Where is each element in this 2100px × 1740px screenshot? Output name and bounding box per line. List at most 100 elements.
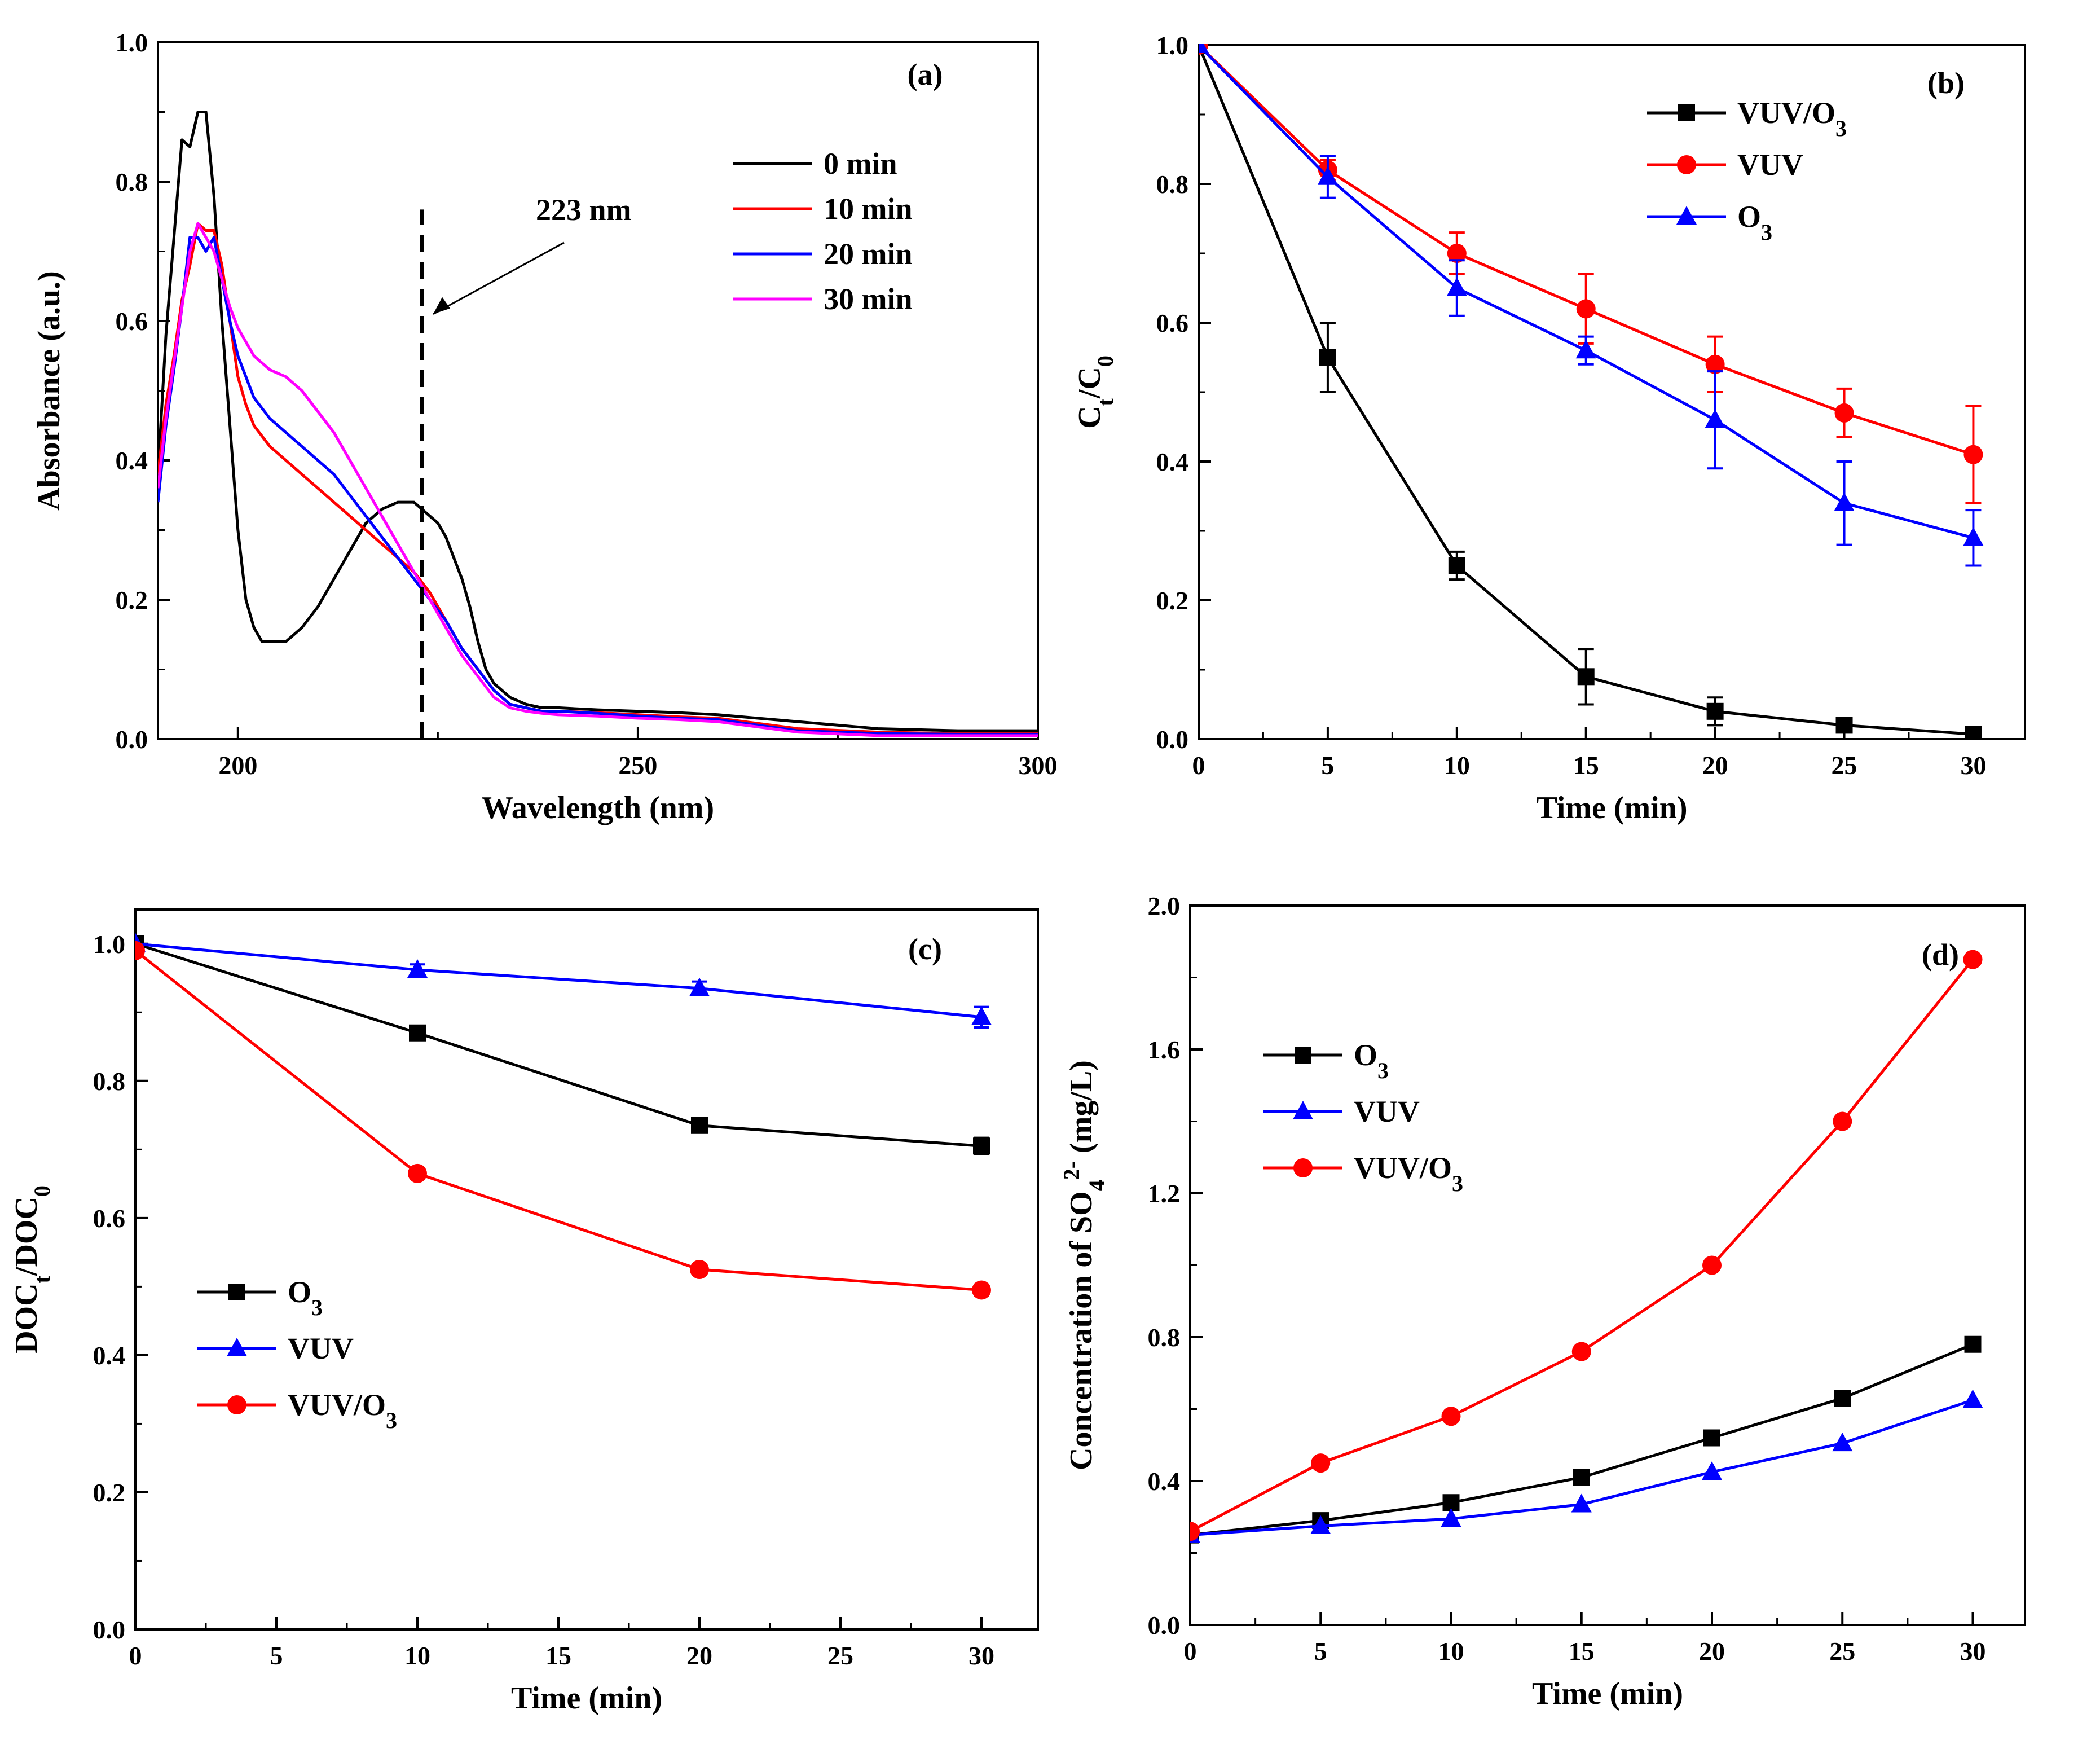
series-vuv-o3 [1190, 950, 1983, 1541]
y-tick-label: 0.6 [93, 1204, 126, 1233]
data-point [1703, 1429, 1720, 1447]
data-point [1441, 1508, 1461, 1527]
data-point [1448, 557, 1465, 574]
y-tick-label: 0.6 [1156, 309, 1189, 337]
legend-label: 30 min [824, 282, 913, 316]
plot-area [1199, 44, 1984, 740]
series-vuv-o3 [1199, 44, 1982, 740]
series-line [1190, 959, 1974, 1533]
data-point [407, 959, 428, 978]
y-tick-label: 0.0 [93, 1615, 126, 1644]
x-tick-label: 20 [1702, 751, 1728, 780]
legend-marker [227, 1338, 247, 1356]
legend-item: O3 [197, 1275, 323, 1320]
x-tick-label: 5 [1314, 1637, 1327, 1666]
legend-marker [1678, 104, 1695, 121]
data-point [689, 977, 710, 996]
legend-label-part: O [1737, 200, 1761, 234]
y-axis-label: Absorbance (a.u.) [32, 271, 67, 511]
series-vuv-o3 [135, 941, 991, 1300]
legend-label-part: 3 [386, 1408, 397, 1433]
legend-item: 0 min [733, 147, 897, 181]
data-point [1834, 1390, 1851, 1407]
y-tick-label: 1.6 [1148, 1035, 1181, 1064]
legend-label: VUV [1354, 1095, 1420, 1128]
y-axis-label-part: t [29, 1275, 55, 1283]
y-tick-label: 0.8 [116, 168, 148, 196]
series-line [158, 111, 1038, 732]
series-o3 [1190, 1335, 1982, 1544]
series-line [1199, 45, 1974, 736]
series-line [135, 942, 982, 1148]
y-tick-label: 0.2 [1156, 586, 1189, 615]
y-axis-label-part: t [1093, 398, 1118, 406]
y-axis-label-group: DOCt/DOC0 [9, 1185, 55, 1354]
legend-label: 0 min [824, 147, 897, 181]
x-axis-label: Time (min) [1536, 790, 1687, 825]
x-tick-label: 30 [1960, 751, 1986, 780]
legend-label: 10 min [824, 192, 913, 226]
x-axis-label: Time (min) [511, 1681, 662, 1716]
y-axis-label: Ct/C0 [1072, 355, 1118, 429]
x-tick-label: 250 [618, 751, 657, 780]
data-point [1441, 1407, 1461, 1426]
x-tick-label: 0 [1192, 751, 1205, 780]
data-point [1706, 702, 1724, 720]
legend-label-part: 3 [1761, 219, 1772, 245]
x-axis-label: Wavelength (nm) [482, 790, 714, 825]
y-tick-label: 0.0 [1148, 1611, 1181, 1640]
legend-item: VUV/O3 [1647, 96, 1847, 141]
legend-item: 30 min [733, 282, 913, 316]
x-tick-label: 10 [1438, 1637, 1464, 1666]
y-axis-label-part: 0 [29, 1185, 55, 1197]
y-axis-label-part: /C [1072, 367, 1107, 399]
y-axis-label-part: /DOC [9, 1197, 44, 1276]
series-vuv [1199, 44, 1983, 504]
y-axis-label-part: DOC [9, 1283, 44, 1353]
legend-marker [1295, 1047, 1311, 1064]
series-line [1199, 44, 1974, 456]
x-tick-label: 10 [1444, 751, 1470, 780]
legend-label-part: VUV [1737, 148, 1803, 182]
y-tick-label: 0.2 [116, 586, 148, 614]
y-tick-label: 0.0 [1156, 725, 1189, 754]
data-point [1963, 527, 1984, 546]
legend-marker [1677, 155, 1696, 174]
legend-marker [1293, 1158, 1313, 1177]
legend-item: VUV [197, 1332, 354, 1365]
y-tick-label: 0.8 [1156, 170, 1189, 199]
legend: O3 VUV VUV/O3 [197, 1275, 397, 1433]
legend-label: 20 min [824, 237, 913, 271]
annotation-arrow-head [433, 297, 450, 314]
legend-item: O3 [1263, 1038, 1389, 1083]
y-tick-label: 0.0 [116, 725, 148, 754]
data-point [1571, 1493, 1592, 1513]
legend-label-part: VUV [1354, 1095, 1420, 1128]
data-point [1577, 668, 1595, 686]
panel-label: (d) [1922, 938, 1959, 972]
data-point [1311, 1453, 1331, 1473]
series-vuv [1190, 1389, 1983, 1543]
data-point [1573, 1469, 1590, 1486]
y-tick-label: 0.4 [116, 446, 148, 475]
y-axis-label-group: Absorbance (a.u.) [32, 271, 67, 511]
legend-label-part: VUV/O [1354, 1151, 1452, 1185]
y-axis-label-part: 4 [1084, 1180, 1110, 1191]
y-tick-label: 0.4 [1148, 1467, 1181, 1496]
x-tick-label: 20 [1699, 1637, 1725, 1666]
legend-item: 20 min [733, 237, 913, 271]
legend-label: VUV/O3 [288, 1388, 397, 1433]
data-point [691, 1117, 708, 1134]
legend-marker [1676, 206, 1697, 225]
data-point [1446, 277, 1467, 296]
data-point [1963, 950, 1983, 969]
y-tick-label: 0.4 [1156, 447, 1189, 476]
data-point [1576, 299, 1596, 319]
series-line [135, 949, 982, 1291]
data-point [1575, 340, 1596, 359]
legend-item: VUV/O3 [197, 1388, 397, 1433]
series-30-min [158, 222, 1038, 737]
x-tick-label: 300 [1019, 751, 1058, 780]
